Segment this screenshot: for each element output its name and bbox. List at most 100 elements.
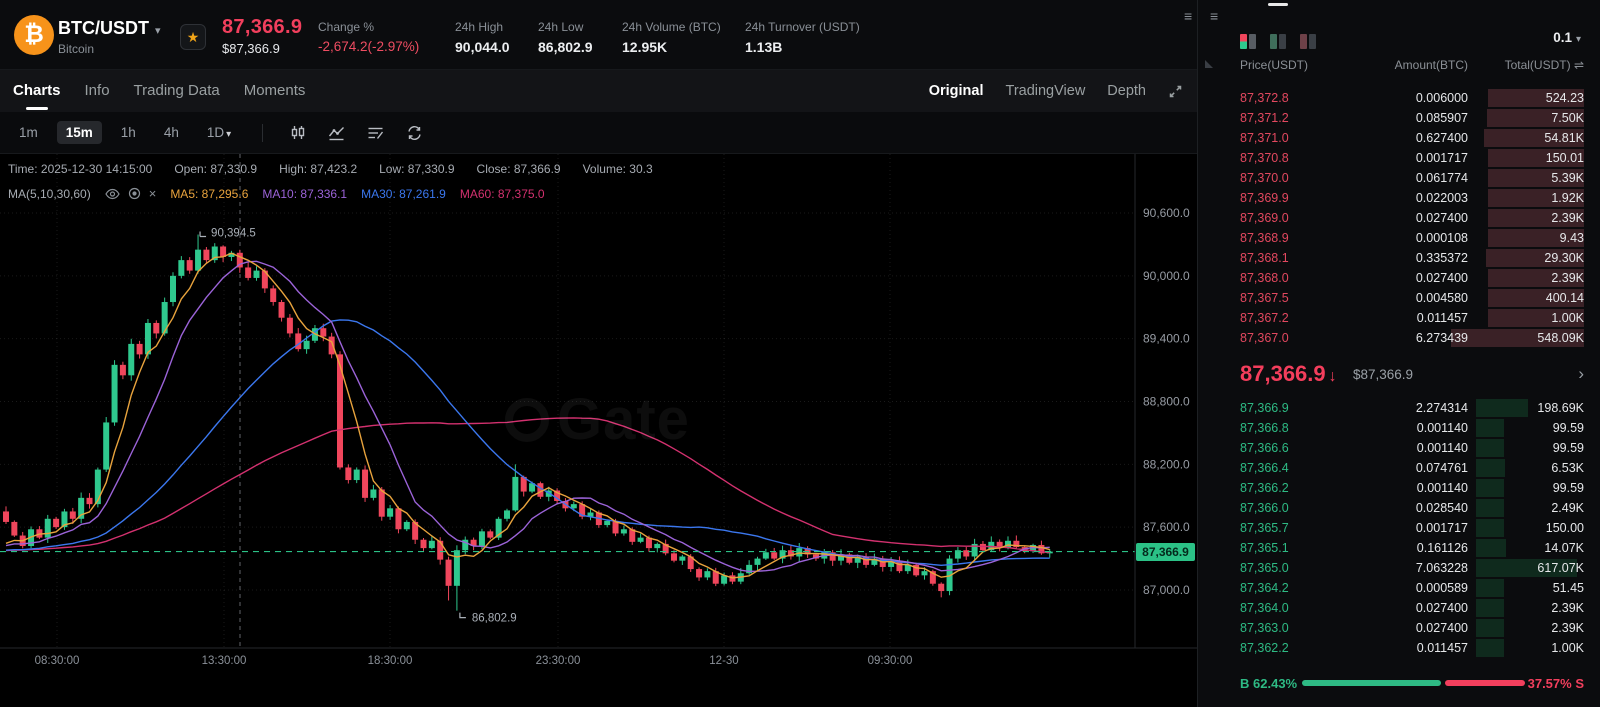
order-total: 9.43 [1559,231,1584,245]
panel-drag-handle-icon[interactable]: ≡ [1210,8,1219,24]
depth-bar [1488,269,1584,287]
order-amount: 2.274314 [1415,401,1468,415]
change-label: Change % [318,20,375,34]
order-amount: 0.335372 [1415,251,1468,265]
ask-row[interactable]: 87,367.0 6.273439 548.09K [1198,328,1600,348]
depth-bar [1476,519,1504,537]
candlestick-style-icon[interactable] [290,125,306,141]
tab-trading-data[interactable]: Trading Data [133,82,220,99]
timeframe-15m[interactable]: 15m [56,121,102,144]
chart-canvas[interactable]: 90,600.0 90,000.0 89,400.0 88,800.0 88,200.0… [0,154,1197,707]
view-both-sides-button[interactable] [1240,33,1256,49]
depth-bar [1476,639,1504,657]
ask-row[interactable]: 87,370.8 0.001717 150.01 [1198,148,1600,168]
order-price: 87,366.8 [1240,421,1289,435]
ma5-value: MA5: 87,295.6 [170,186,249,201]
pair-selector[interactable]: BTC/USDT ▾ [58,18,161,39]
candlestick-chart[interactable]: 90,600.0 90,000.0 89,400.0 88,800.0 88,200.0… [0,154,1197,707]
depth-bar [1488,149,1584,167]
view-bids-only-button[interactable] [1270,33,1286,49]
depth-bar [1488,169,1584,187]
order-price: 87,370.0 [1240,171,1289,185]
indicators-icon[interactable] [328,125,345,141]
ask-row[interactable]: 87,368.9 0.000108 9.43 [1198,228,1600,248]
bid-row[interactable]: 87,366.2 0.001140 99.59 [1198,478,1600,498]
tab-info[interactable]: Info [84,82,110,99]
panel-resize-corner[interactable] [1205,60,1213,68]
order-amount: 0.001140 [1416,421,1468,435]
bid-row[interactable]: 87,366.9 2.274314 198.69K [1198,398,1600,418]
view-asks-only-button[interactable] [1300,33,1316,49]
timeframe-4h[interactable]: 4h [163,125,179,140]
col-total[interactable]: Total(USDT) ⇌ [1468,58,1584,72]
mode-depth[interactable]: Depth [1107,83,1146,99]
order-price: 87,368.0 [1240,271,1289,285]
ask-row[interactable]: 87,369.9 0.022003 1.92K [1198,188,1600,208]
order-price: 87,366.6 [1240,441,1289,455]
ask-row[interactable]: 87,367.2 0.011457 1.00K [1198,308,1600,328]
timeframe-1d-dropdown[interactable]: 1D ▾ [198,121,240,144]
info-low: Low: 87,330.9 [379,162,455,176]
bid-row[interactable]: 87,363.0 0.027400 2.39K [1198,618,1600,638]
depth-bar [1476,439,1504,457]
order-total: 2.49K [1551,501,1584,515]
ma30-value: MA30: 87,261.9 [361,186,446,201]
chevron-right-icon[interactable]: › [1578,364,1584,383]
tab-moments[interactable]: Moments [243,82,306,99]
bid-row[interactable]: 87,362.2 0.011457 1.00K [1198,638,1600,658]
ask-row[interactable]: 87,372.8 0.006000 524.23 [1198,88,1600,108]
timeframe-1h[interactable]: 1h [120,125,136,140]
bid-row[interactable]: 87,364.0 0.027400 2.39K [1198,598,1600,618]
ma-close-icon[interactable]: × [148,186,157,201]
bid-row[interactable]: 87,365.0 7.063228 617.07K [1198,558,1600,578]
depth-bar [1476,419,1504,437]
order-total: 54.81K [1544,131,1584,145]
precision-dropdown[interactable]: 0.1 ▾ [1553,30,1581,45]
ask-row[interactable]: 87,371.2 0.085907 7.50K [1198,108,1600,128]
bid-row[interactable]: 87,366.8 0.001140 99.59 [1198,418,1600,438]
order-amount: 0.000108 [1415,231,1468,245]
mid-last-price: 87,366.9 ↓ [1240,361,1337,386]
order-price: 87,369.0 [1240,211,1289,225]
stat-value: 86,802.9 [538,39,593,55]
order-lines-settings-icon[interactable] [367,125,384,141]
favorite-button[interactable]: ★ [180,24,206,50]
bid-row[interactable]: 87,366.0 0.028540 2.49K [1198,498,1600,518]
order-total: 150.00 [1545,521,1584,535]
mode-tradingview[interactable]: TradingView [1005,83,1086,99]
order-price: 87,364.2 [1240,581,1289,595]
fullscreen-icon[interactable] [1168,84,1183,99]
order-amount: 0.074761 [1415,461,1468,475]
eye-icon[interactable] [105,188,120,200]
ask-row[interactable]: 87,368.1 0.335372 29.30K [1198,248,1600,268]
order-total: 7.50K [1551,111,1584,125]
info-high: High: 87,423.2 [279,162,358,176]
order-amount: 0.027400 [1415,601,1468,615]
bid-row[interactable]: 87,364.2 0.000589 51.45 [1198,578,1600,598]
svg-text:87,000.0: 87,000.0 [1143,583,1190,597]
svg-text:09:30:00: 09:30:00 [868,655,913,667]
compare-replay-icon[interactable] [406,125,423,141]
bid-row[interactable]: 87,365.7 0.001717 150.00 [1198,518,1600,538]
ma-settings-icon[interactable] [128,187,141,200]
depth-bar [1476,599,1504,617]
order-price: 87,366.9 [1240,401,1289,415]
ask-row[interactable]: 87,368.0 0.027400 2.39K [1198,268,1600,288]
bid-row[interactable]: 87,366.4 0.074761 6.53K [1198,458,1600,478]
stat-label: 24h High [455,20,504,34]
ask-row[interactable]: 87,371.0 0.627400 54.81K [1198,128,1600,148]
bid-row[interactable]: 87,365.1 0.161126 14.07K [1198,538,1600,558]
order-price: 87,371.2 [1240,111,1289,125]
ask-row[interactable]: 87,367.5 0.004580 400.14 [1198,288,1600,308]
mode-original[interactable]: Original [928,83,984,99]
ask-row[interactable]: 87,370.0 0.061774 5.39K [1198,168,1600,188]
info-close: Close: 87,366.9 [476,162,561,176]
orderbook-mid-price[interactable]: 87,366.9 ↓ $87,366.9 › [1198,352,1600,396]
order-total: 1.00K [1551,311,1584,325]
panel-drag-handle-icon[interactable]: ≡ [1184,8,1193,24]
order-price: 87,365.1 [1240,541,1289,555]
tab-charts[interactable]: Charts [13,70,61,112]
timeframe-1m[interactable]: 1m [19,125,38,140]
bid-row[interactable]: 87,366.6 0.001140 99.59 [1198,438,1600,458]
ask-row[interactable]: 87,369.0 0.027400 2.39K [1198,208,1600,228]
